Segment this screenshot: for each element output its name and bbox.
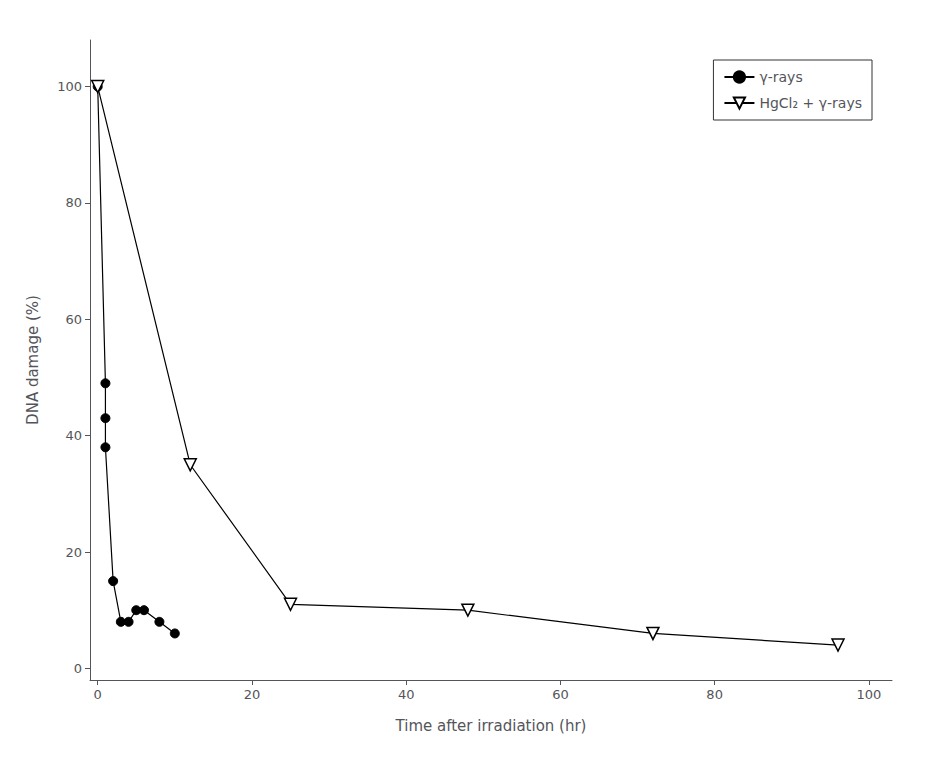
svg-text:40: 40 bbox=[398, 687, 415, 702]
svg-text:20: 20 bbox=[65, 545, 82, 560]
svg-text:40: 40 bbox=[65, 428, 82, 443]
svg-text:HgCl₂ + γ-rays: HgCl₂ + γ-rays bbox=[759, 95, 862, 111]
svg-text:20: 20 bbox=[244, 687, 261, 702]
svg-text:80: 80 bbox=[65, 195, 82, 210]
svg-text:80: 80 bbox=[706, 687, 723, 702]
svg-text:100: 100 bbox=[57, 79, 82, 94]
svg-text:Time after irradiation (hr): Time after irradiation (hr) bbox=[395, 717, 587, 735]
svg-text:0: 0 bbox=[94, 687, 102, 702]
svg-text:DNA damage (%): DNA damage (%) bbox=[24, 295, 42, 425]
svg-text:60: 60 bbox=[65, 312, 82, 327]
svg-text:100: 100 bbox=[856, 687, 881, 702]
svg-text:60: 60 bbox=[552, 687, 569, 702]
svg-text:0: 0 bbox=[74, 661, 82, 676]
svg-text:γ-rays: γ-rays bbox=[759, 69, 802, 85]
